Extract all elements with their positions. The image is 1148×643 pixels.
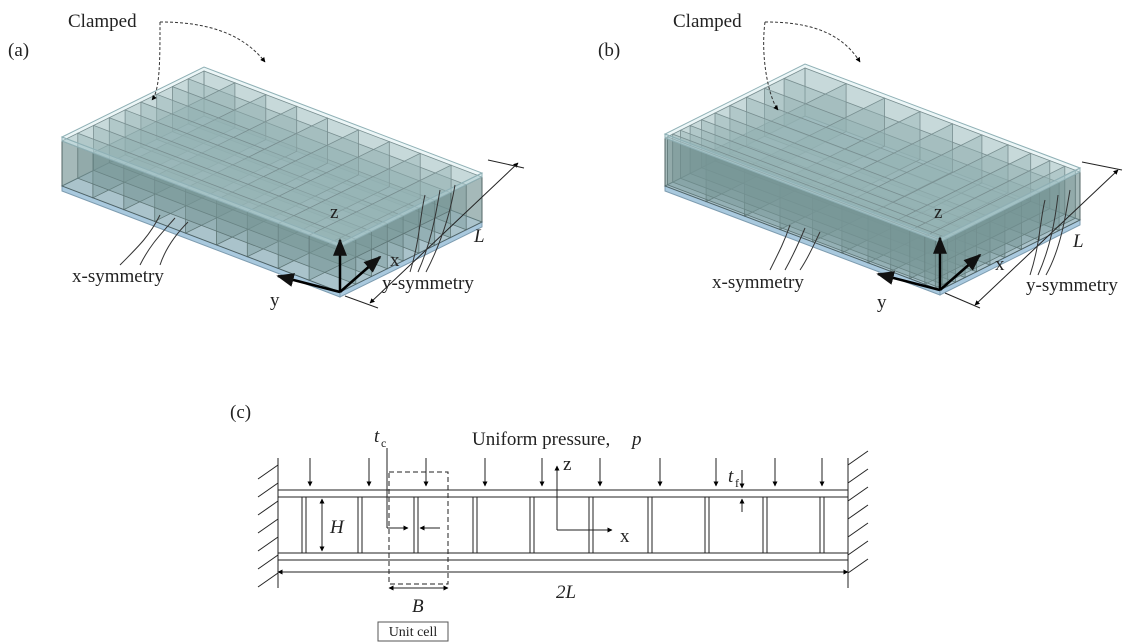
panel-label: (b) [598,40,620,61]
axis-z: z [563,454,571,475]
axis-z: z [934,202,942,223]
core-thickness-subscript: c [381,436,386,450]
extension-line [488,160,524,168]
hatch [258,573,278,587]
y-symmetry-label: y-symmetry [382,273,474,294]
core-thickness-symbol: t [374,426,380,447]
clamped-label: Clamped [68,11,137,32]
hatch [848,505,868,519]
page: {"panels": [ {"label": "(a)", "clamped":… [0,0,1148,643]
hatch [848,559,868,573]
leader [160,22,265,62]
hatch [848,469,868,483]
load-symbol: p [630,429,642,450]
panel-label: (a) [8,40,29,61]
unit-cell-label: Unit cell [389,625,438,640]
leader [765,22,860,62]
x-symmetry-label: x-symmetry [712,272,804,293]
face-thickness-symbol: t [728,466,734,487]
axis-y: y [270,290,280,311]
length-label: L [1072,231,1084,252]
x-symmetry-label: x-symmetry [72,266,164,287]
height-label: H [329,517,345,538]
cell-width-label: B [412,596,424,617]
hatch [258,465,278,479]
hatch [258,519,278,533]
leader [152,22,160,100]
drawings [62,22,1122,588]
hatch [848,541,868,555]
load-label: Uniform pressure, [472,429,610,450]
hatch [848,487,868,501]
axis-y: y [877,292,887,313]
figure: (a) Clamped x-symmetry y-symmetry L z x … [0,0,1148,643]
clamped-label: Clamped [673,11,742,32]
length-label: L [473,226,485,247]
hatch [848,523,868,537]
extension-line [345,296,378,308]
face-thickness-subscript: f [735,476,739,490]
extension-line [945,293,980,308]
hatch [258,537,278,551]
hatch [258,501,278,515]
axis-x: x [620,526,630,547]
axis-x: x [390,250,400,271]
axis-z: z [330,202,338,223]
panel-label: (c) [230,402,251,423]
hatch [258,555,278,569]
extension-line [1082,162,1122,170]
hatch [258,483,278,497]
y-symmetry-label: y-symmetry [1026,275,1118,296]
hatch [848,451,868,465]
span-label: 2L [556,582,576,603]
axis-x: x [995,254,1005,275]
